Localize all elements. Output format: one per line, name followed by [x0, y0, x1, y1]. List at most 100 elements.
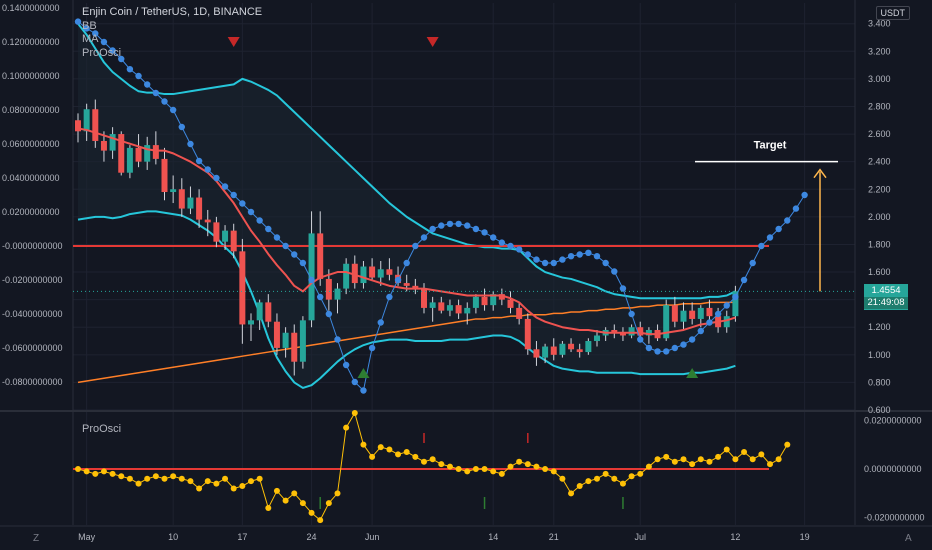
- dot-marker: [92, 30, 99, 37]
- osc-dot: [455, 466, 462, 472]
- osc-dot: [196, 485, 203, 492]
- osc-dot: [421, 458, 427, 465]
- osc-dot: [671, 458, 678, 465]
- dot-marker: [567, 253, 575, 260]
- candle-body: [498, 294, 505, 300]
- candle-body: [369, 266, 376, 278]
- candle-body: [697, 307, 704, 319]
- candle-body: [671, 305, 678, 322]
- candle-body: [550, 346, 557, 355]
- candle-body: [689, 310, 696, 319]
- candle-body: [568, 343, 575, 350]
- dot-marker: [801, 191, 808, 199]
- dot-marker: [195, 157, 203, 165]
- indicator-ma[interactable]: MA: [82, 33, 99, 45]
- osc-dot: [775, 456, 782, 463]
- candle-body: [412, 285, 419, 289]
- dot-marker: [663, 348, 670, 355]
- time-axis-tick: 10: [168, 532, 178, 542]
- timezone-button[interactable]: Z: [33, 533, 40, 544]
- osc-dot: [611, 475, 618, 482]
- time-axis-tick: 24: [307, 532, 317, 542]
- dot-marker: [766, 234, 774, 241]
- candle-body: [230, 230, 237, 252]
- candle-body: [239, 251, 246, 325]
- dot-marker: [230, 191, 237, 199]
- right-axis-tick: 1.200: [868, 322, 891, 332]
- candle-body: [490, 294, 497, 306]
- osc-dot: [239, 483, 246, 490]
- left-axis-tick: 0.0600000000: [2, 139, 60, 149]
- osc-dot: [741, 448, 748, 455]
- symbol-title: Enjin Coin / TetherUS, 1D, BINANCE: [82, 6, 263, 18]
- right-axis-tick: 3.200: [868, 46, 891, 56]
- candle-body: [100, 140, 107, 151]
- candle-body: [386, 269, 393, 275]
- osc-dot: [230, 485, 237, 492]
- dot-marker: [394, 276, 402, 284]
- dot-marker: [585, 249, 592, 256]
- osc-dot: [749, 456, 756, 463]
- indicator-bb[interactable]: BB: [82, 19, 97, 32]
- osc-dot: [178, 475, 185, 482]
- candle-body: [446, 305, 453, 311]
- osc-dot: [637, 470, 644, 477]
- candle-body: [222, 230, 229, 242]
- osc-dot: [429, 456, 436, 463]
- candle-body: [213, 222, 220, 242]
- dot-marker: [524, 251, 531, 258]
- osc-dot: [100, 468, 107, 475]
- target-label: Target: [754, 140, 787, 152]
- dot-marker: [429, 225, 436, 233]
- osc-dot: [369, 453, 376, 460]
- dot-marker: [135, 72, 142, 80]
- candle-body: [196, 197, 203, 220]
- candle-body: [403, 283, 410, 286]
- osc-dot: [213, 480, 220, 487]
- dot-marker: [758, 242, 765, 250]
- candle-body: [619, 332, 626, 336]
- dot-marker: [109, 47, 116, 54]
- dot-marker: [204, 166, 211, 173]
- dot-marker: [697, 327, 704, 335]
- osc-dot: [654, 456, 661, 463]
- dot-marker: [342, 361, 350, 369]
- osc-dot: [351, 409, 358, 416]
- osc-dot: [273, 487, 280, 494]
- dot-marker: [438, 222, 445, 229]
- osc-dot: [498, 470, 505, 477]
- time-axis-tick: 19: [800, 532, 810, 542]
- dot-marker: [550, 259, 557, 267]
- candle-body: [542, 346, 549, 358]
- osc-dot: [386, 446, 393, 453]
- candle-body: [360, 266, 367, 284]
- osc-dot: [403, 448, 410, 455]
- osc-dot: [602, 470, 609, 477]
- dot-marker: [533, 256, 540, 263]
- candle-body: [464, 307, 471, 314]
- osc-dot: [412, 453, 419, 460]
- dot-marker: [213, 174, 220, 182]
- dot-marker: [732, 293, 739, 301]
- indicator-proosci[interactable]: ProOsci: [82, 46, 122, 59]
- dot-marker: [576, 251, 583, 258]
- time-axis-tick: 14: [488, 532, 498, 542]
- dot-marker: [100, 38, 108, 46]
- candle-body: [343, 263, 350, 289]
- right-axis-tick: 3.000: [868, 74, 891, 84]
- auto-scale-button[interactable]: A: [905, 533, 912, 544]
- left-axis-tick: -0.0200000000: [2, 275, 63, 285]
- dot-marker: [784, 217, 791, 224]
- currency-badge[interactable]: USDT: [875, 6, 910, 20]
- candle-body: [83, 109, 90, 132]
- candle-body: [178, 189, 185, 209]
- dot-marker: [446, 220, 454, 228]
- candle-body: [92, 109, 99, 141]
- candle-body: [282, 332, 289, 348]
- osc-dot: [152, 473, 159, 480]
- right-axis-tick: 2.600: [868, 129, 891, 139]
- dot-marker: [775, 225, 782, 233]
- dot-marker: [654, 348, 661, 355]
- osc-dot: [732, 456, 739, 463]
